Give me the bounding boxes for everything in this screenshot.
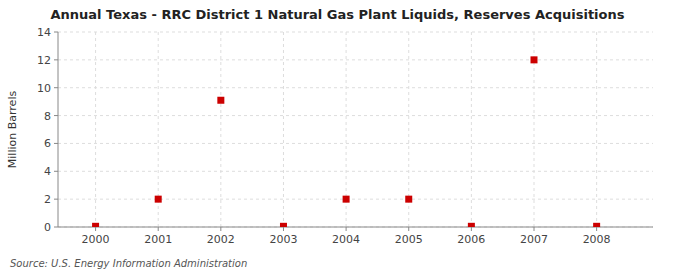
point xyxy=(92,223,99,227)
point xyxy=(468,223,475,227)
x-tick xyxy=(95,227,96,231)
x-grid-line xyxy=(220,32,221,227)
y-grid-line xyxy=(58,227,653,228)
y-tick xyxy=(54,227,58,228)
x-tick-label: 2003 xyxy=(269,233,297,246)
grid xyxy=(58,32,653,227)
x-tick-label: 2004 xyxy=(332,233,360,246)
y-tick xyxy=(54,199,58,200)
x-tick xyxy=(596,227,597,231)
y-tick-label: 14 xyxy=(37,26,51,39)
y-tick-label: 12 xyxy=(37,54,51,67)
y-tick xyxy=(54,32,58,33)
y-tick-label: 4 xyxy=(44,165,51,178)
y-tick-label: 10 xyxy=(37,82,51,95)
x-tick-label: 2005 xyxy=(395,233,423,246)
x-tick xyxy=(534,227,535,231)
chart-container: 2000 2001 2002 2003 2004 2005 2006 2007 2008 0 2 4 6… xyxy=(0,0,675,275)
x-tick xyxy=(158,227,159,231)
x-tick-label: 2000 xyxy=(82,233,110,246)
x-tick-label: 2001 xyxy=(144,233,172,246)
point xyxy=(343,196,350,203)
x-grid-line xyxy=(95,32,96,227)
y-tick xyxy=(54,115,58,116)
y-tick-label: 8 xyxy=(44,110,51,123)
y-tick-label: 0 xyxy=(44,221,51,234)
point xyxy=(405,196,412,203)
y-tick-label: 6 xyxy=(44,137,51,150)
x-tick xyxy=(220,227,221,231)
x-tick-label: 2002 xyxy=(207,233,235,246)
y-tick xyxy=(54,59,58,60)
y-grid-line xyxy=(58,59,653,60)
x-tick xyxy=(346,227,347,231)
ticks: 2000 2001 2002 2003 2004 2005 2006 2007 2008 0 2 4 6… xyxy=(37,26,611,246)
chart-svg: 2000 2001 2002 2003 2004 2005 2006 2007 2008 0 2 4 6… xyxy=(0,0,675,275)
x-tick xyxy=(471,227,472,231)
y-grid-line xyxy=(58,199,653,200)
point xyxy=(531,56,538,63)
point xyxy=(217,97,224,104)
y-axis-label: Million Barrels xyxy=(6,91,19,169)
x-grid-line xyxy=(471,32,472,227)
y-tick xyxy=(54,87,58,88)
y-tick xyxy=(54,171,58,172)
point xyxy=(280,223,287,227)
title: Annual Texas - RRC District 1 Natural Ga… xyxy=(51,7,625,22)
y-grid-line xyxy=(58,87,653,88)
x-tick xyxy=(283,227,284,231)
point xyxy=(593,223,600,227)
y-axis-line xyxy=(58,32,59,227)
x-tick-label: 2006 xyxy=(457,233,485,246)
y-tick-label: 2 xyxy=(44,193,51,206)
y-grid-line xyxy=(58,115,653,116)
x-tick-label: 2008 xyxy=(583,233,611,246)
points xyxy=(92,56,600,227)
y-grid-line xyxy=(58,32,653,33)
x-tick xyxy=(408,227,409,231)
y-grid-line xyxy=(58,143,653,144)
y-grid-line xyxy=(58,171,653,172)
source-note: Source: U.S. Energy Information Administ… xyxy=(10,258,247,269)
y-tick xyxy=(54,143,58,144)
x-axis-line xyxy=(58,227,653,228)
x-tick-label: 2007 xyxy=(520,233,548,246)
point xyxy=(155,196,162,203)
x-grid-line xyxy=(283,32,284,227)
x-grid-line xyxy=(596,32,597,227)
